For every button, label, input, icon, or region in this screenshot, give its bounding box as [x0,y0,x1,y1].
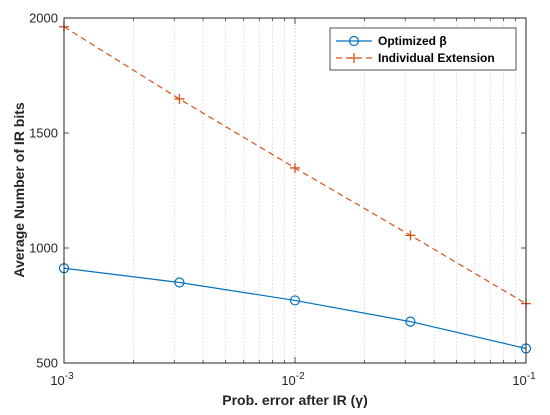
y-tick-label: 500 [36,356,58,371]
legend: Optimized β Individual Extension [329,27,517,71]
axes: 500 1000 1500 2000 10-3 10-2 10-1 [29,11,536,389]
legend-box [329,27,517,71]
legend-label-optimized: Optimized β [378,34,447,48]
y-tick-label: 1000 [29,241,58,256]
y-tick-label: 2000 [29,11,58,26]
y-axis-label: Average Number of IR bits [11,102,27,278]
data-point [405,230,416,241]
x-tick-label: 10-1 [512,371,536,388]
data-point [174,93,185,104]
x-axis-label: Prob. error after IR (γ) [222,392,367,408]
data-point [290,162,300,173]
data-point [174,277,185,288]
series-line-0 [63,267,527,350]
data-point [405,316,416,327]
legend-label-individual: Individual Extension [378,51,495,65]
y-tick-label: 1500 [29,126,58,141]
legend-marker-optimized [348,35,360,47]
x-tick-label: 10-3 [50,371,74,388]
legend-marker-individual [349,53,359,63]
x-tick-label: 10-2 [281,371,305,388]
data-point [289,295,301,306]
